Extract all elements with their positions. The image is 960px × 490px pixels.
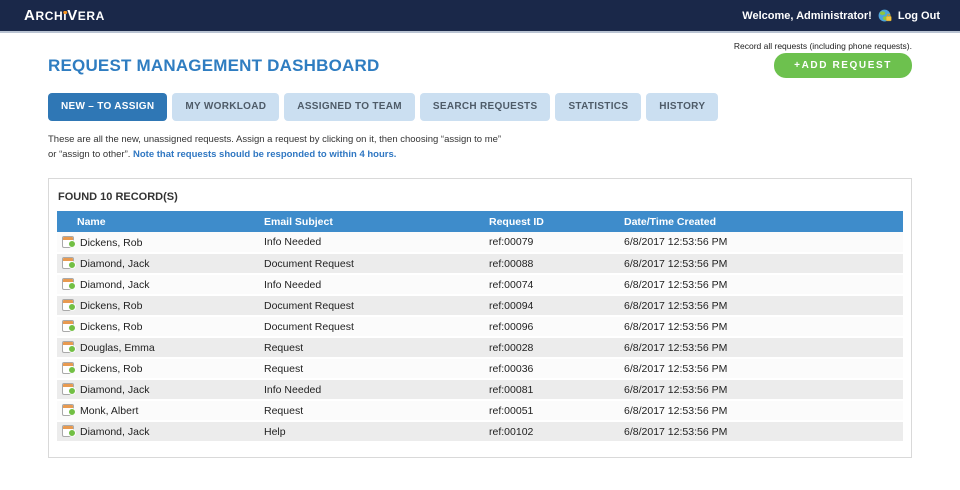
- requester-name: Diamond, Jack: [80, 426, 150, 439]
- email-subject: Info Needed: [264, 278, 322, 291]
- add-request-button[interactable]: +ADD REQUEST: [774, 53, 912, 78]
- description-note: Note that requests should be responded t…: [133, 148, 397, 160]
- requester-name: Diamond, Jack: [80, 279, 150, 292]
- results-card: FOUND 10 RECORD(S) Name Email Subject Re…: [48, 178, 912, 459]
- tab-description: These are all the new, unassigned reques…: [48, 133, 510, 162]
- logo-letters: ERA: [77, 9, 105, 23]
- request-record-icon: [62, 320, 76, 333]
- title-row: REQUEST MANAGEMENT DASHBOARD +ADD REQUES…: [48, 53, 912, 78]
- table-row[interactable]: Dickens, Rob Info Needed ref:00079 6/8/2…: [57, 232, 903, 254]
- globe-lock-icon: [878, 9, 892, 23]
- date-time-created: 6/8/2017 12:53:56 PM: [624, 236, 728, 249]
- record-requests-note: Record all requests (including phone req…: [733, 41, 912, 51]
- date-time-created: 6/8/2017 12:53:56 PM: [624, 341, 728, 354]
- date-time-created: 6/8/2017 12:53:56 PM: [624, 383, 728, 396]
- table-row[interactable]: Douglas, Emma Request ref:00028 6/8/2017…: [57, 337, 903, 359]
- request-record-icon: [62, 341, 76, 354]
- page-title: REQUEST MANAGEMENT DASHBOARD: [48, 55, 380, 75]
- table-row[interactable]: Diamond, Jack Document Request ref:00088…: [57, 253, 903, 275]
- log-out-button[interactable]: Log Out: [897, 9, 940, 22]
- table-row[interactable]: Monk, Albert Request ref:00051 6/8/2017 …: [57, 400, 903, 422]
- tab-search-requests[interactable]: SEARCH REQUESTS: [419, 93, 551, 121]
- logo-letter: A: [24, 7, 36, 24]
- date-time-created: 6/8/2017 12:53:56 PM: [624, 404, 728, 417]
- welcome-text: Welcome, Administrator!: [742, 9, 872, 22]
- email-subject: Document Request: [264, 299, 354, 312]
- date-time-created: 6/8/2017 12:53:56 PM: [624, 362, 728, 375]
- request-id: ref:00094: [489, 299, 534, 312]
- requester-name: Diamond, Jack: [80, 258, 150, 271]
- table-row[interactable]: Diamond, Jack Info Needed ref:00081 6/8/…: [57, 379, 903, 401]
- requester-name: Dickens, Rob: [80, 363, 143, 376]
- requester-name: Douglas, Emma: [80, 342, 155, 355]
- request-record-icon: [62, 278, 76, 291]
- requester-name: Dickens, Rob: [80, 300, 143, 313]
- request-id: ref:00028: [489, 341, 534, 354]
- date-time-created: 6/8/2017 12:53:56 PM: [624, 257, 728, 270]
- date-time-created: 6/8/2017 12:53:56 PM: [624, 299, 728, 312]
- requester-name: Diamond, Jack: [80, 384, 150, 397]
- requester-name: Dickens, Rob: [80, 236, 143, 249]
- tab-my-workload[interactable]: MY WORKLOAD: [172, 93, 280, 121]
- request-record-icon: [62, 362, 76, 375]
- request-record-icon: [62, 425, 76, 438]
- email-subject: Request: [264, 404, 304, 417]
- request-record-icon: [62, 257, 76, 270]
- email-subject: Request: [264, 362, 304, 375]
- email-subject: Help: [264, 425, 286, 438]
- request-record-icon: [62, 235, 76, 248]
- email-subject: Document Request: [264, 257, 354, 270]
- navbar-right: Welcome, Administrator! Log Out: [742, 9, 940, 23]
- table-row[interactable]: Diamond, Jack Help ref:00102 6/8/2017 12…: [57, 421, 903, 443]
- request-id: ref:00081: [489, 383, 534, 396]
- tab-new-to-assign[interactable]: NEW – TO ASSIGN: [48, 93, 168, 121]
- request-record-icon: [62, 299, 76, 312]
- request-id: ref:00096: [489, 320, 534, 333]
- email-subject: Info Needed: [264, 383, 322, 396]
- request-id: ref:00102: [489, 425, 534, 438]
- requester-name: Dickens, Rob: [80, 321, 143, 334]
- top-navbar: A RCH i V ERA Welcome, Administrator! Log Ou…: [0, 0, 960, 33]
- column-header-request-id: Request ID: [487, 211, 622, 233]
- tab-history[interactable]: HISTORY: [646, 93, 719, 121]
- tab-statistics[interactable]: STATISTICS: [555, 93, 642, 121]
- description-text: These are all the new, unassigned reques…: [48, 134, 502, 160]
- logo-orange-dot-i: i: [63, 9, 68, 23]
- column-header-name: Name: [57, 211, 262, 233]
- date-time-created: 6/8/2017 12:53:56 PM: [624, 425, 728, 438]
- email-subject: Request: [264, 341, 304, 354]
- table-row[interactable]: Dickens, Rob Document Request ref:00096 …: [57, 316, 903, 338]
- table-row[interactable]: Dickens, Rob Document Request ref:00094 …: [57, 295, 903, 317]
- found-records-label: FOUND 10 RECORD(S): [58, 191, 178, 204]
- request-record-icon: [62, 383, 76, 396]
- column-header-date-time-created: Date/Time Created: [622, 211, 903, 233]
- request-id: ref:00051: [489, 404, 534, 417]
- request-record-icon: [62, 404, 76, 417]
- requester-name: Monk, Albert: [80, 405, 139, 418]
- table-row[interactable]: Dickens, Rob Request ref:00036 6/8/2017 …: [57, 358, 903, 380]
- date-time-created: 6/8/2017 12:53:56 PM: [624, 320, 728, 333]
- tab-assigned-to-team[interactable]: ASSIGNED TO TEAM: [284, 93, 415, 121]
- requests-table-body: Dickens, Rob Info Needed ref:00079 6/8/2…: [57, 232, 903, 443]
- request-id: ref:00088: [489, 257, 534, 270]
- date-time-created: 6/8/2017 12:53:56 PM: [624, 278, 728, 291]
- requests-table: Name Email Subject Request ID Date/Time …: [57, 211, 903, 443]
- archivera-logo[interactable]: A RCH i V ERA: [24, 7, 105, 24]
- table-header-row: Name Email Subject Request ID Date/Time …: [57, 211, 903, 233]
- logo-letter: V: [67, 7, 78, 24]
- logo-letters: RCH: [35, 9, 64, 23]
- request-id: ref:00036: [489, 362, 534, 375]
- email-subject: Info Needed: [264, 236, 322, 249]
- column-header-email-subject: Email Subject: [262, 211, 487, 233]
- table-row[interactable]: Diamond, Jack Info Needed ref:00074 6/8/…: [57, 274, 903, 296]
- request-id: ref:00074: [489, 278, 534, 291]
- dashboard-tabs: NEW – TO ASSIGN MY WORKLOAD ASSIGNED TO …: [48, 93, 912, 121]
- email-subject: Document Request: [264, 320, 354, 333]
- request-id: ref:00079: [489, 236, 534, 249]
